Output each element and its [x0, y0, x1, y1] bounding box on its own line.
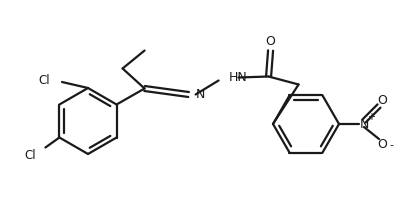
Text: +: + [366, 112, 374, 122]
Text: Cl: Cl [38, 74, 50, 86]
Text: HN: HN [228, 71, 247, 84]
Text: O: O [376, 93, 386, 107]
Text: -: - [388, 140, 392, 150]
Text: O: O [376, 139, 386, 152]
Text: N: N [195, 88, 205, 101]
Text: Cl: Cl [25, 149, 36, 162]
Text: N: N [358, 118, 368, 130]
Text: O: O [265, 35, 275, 48]
